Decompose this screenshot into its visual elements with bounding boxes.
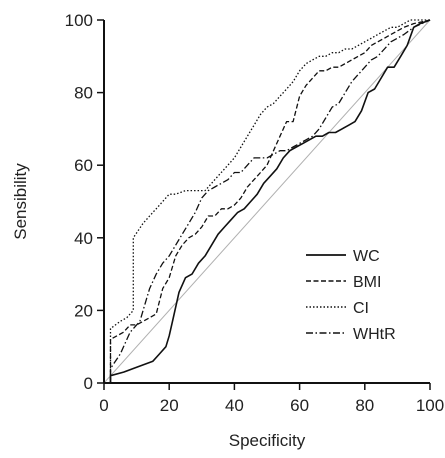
legend-label-whtr: WHtR [353,326,396,343]
axes-layer [103,20,430,384]
x-tick-label: 0 [99,396,108,415]
legend-label-wc: WC [353,248,380,265]
reference-diagonal-layer [103,19,431,384]
x-tick-label: 80 [355,396,374,415]
legend-label-bmi: BMI [353,274,381,291]
x-tick-label: 60 [290,396,309,415]
series-line-wc [104,19,431,384]
reference-diagonal-line [103,19,431,384]
x-tick-label: 20 [160,396,179,415]
x-tick-label: 40 [225,396,244,415]
y-tick-label: 100 [65,11,93,30]
x-tick-label: 100 [416,396,444,415]
y-tick-label: 80 [74,84,93,103]
series-line-ci [104,19,430,384]
series-layer [104,19,431,384]
ticks-layer: 0 20 40 60 80 100 0 20 40 60 80 100 [65,11,445,415]
series-line-whtr [104,19,431,384]
x-axis-label: Specificity [229,431,306,450]
series-line-bmi [104,19,431,384]
y-tick-label: 60 [74,156,93,175]
y-axis-label: Sensibility [11,163,30,240]
legend: WC BMI CI WHtR [306,248,396,343]
y-tick-label: 40 [74,229,93,248]
y-tick-label: 0 [84,374,93,393]
legend-label-ci: CI [353,300,369,317]
y-tick-label: 20 [74,301,93,320]
